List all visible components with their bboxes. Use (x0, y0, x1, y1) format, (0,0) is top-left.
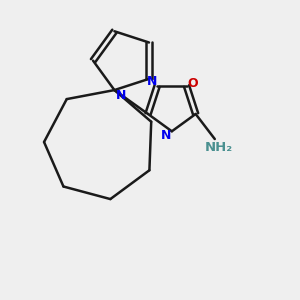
Text: O: O (188, 77, 198, 90)
Text: N: N (147, 75, 157, 88)
Text: N: N (161, 129, 172, 142)
Text: N: N (116, 89, 126, 102)
Text: NH₂: NH₂ (205, 141, 233, 154)
